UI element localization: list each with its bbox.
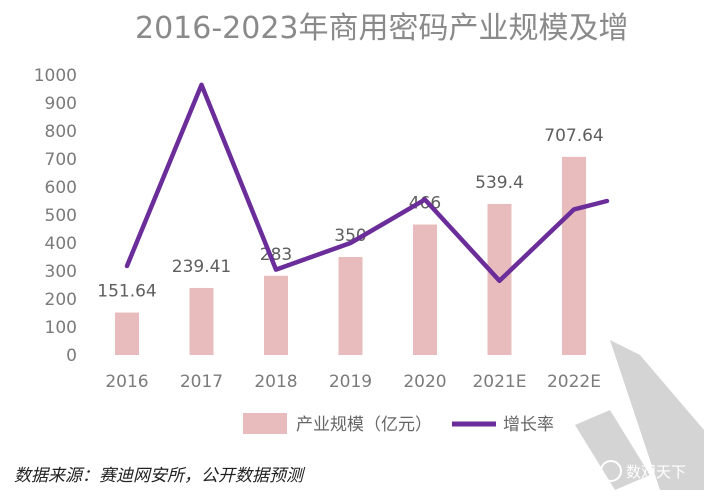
y-tick-label: 600 [45, 178, 77, 198]
x-tick-label: 2021E [472, 372, 526, 392]
bar-value-label: 707.64 [544, 126, 603, 146]
bar [264, 275, 288, 355]
bar-series [115, 156, 586, 355]
x-tick-label: 2022E [547, 372, 601, 392]
y-tick-label: 400 [45, 234, 77, 254]
legend: 产业规模（亿元） 增长率 [243, 413, 554, 435]
y-tick-label: 200 [45, 290, 77, 310]
x-tick-label: 2020 [403, 372, 446, 392]
x-axis: 2016 2017 2018 2019 2020 2021E 2022E [105, 372, 601, 392]
bar-value-label: 539.4 [475, 173, 524, 193]
growth-rate-series [124, 82, 610, 284]
watermark: 数观天下 [600, 460, 686, 482]
x-tick-label: 2018 [254, 372, 297, 392]
legend-label-line: 增长率 [503, 415, 554, 435]
growth-rate-line [124, 82, 610, 284]
x-tick-label: 2017 [180, 372, 223, 392]
legend-swatch-bars [243, 413, 287, 434]
bar-value-label: 239.41 [172, 257, 231, 277]
bar-value-label: 283 [260, 245, 292, 265]
bar [189, 287, 214, 355]
bar [115, 312, 139, 355]
y-tick-label: 900 [45, 94, 77, 114]
bar-value-label: 350 [334, 226, 366, 246]
y-tick-label: 800 [45, 122, 77, 142]
y-tick-label: 100 [45, 318, 77, 338]
bar-value-label: 151.64 [97, 282, 156, 302]
source-note: 数据来源：赛迪网安所，公开数据预测 [14, 466, 306, 486]
y-tick-label: 0 [66, 346, 77, 366]
y-tick-label: 700 [45, 150, 77, 170]
x-tick-label: 2016 [105, 372, 148, 392]
wechat-icon [600, 460, 622, 482]
watermark-text: 数观天下 [626, 463, 686, 481]
y-axis: 0 100 200 300 400 500 600 700 800 900 1000 [34, 66, 77, 366]
chart-title: 2016-2023年商用密码产业规模及增 [135, 11, 629, 46]
bar [413, 224, 437, 355]
y-tick-label: 500 [45, 206, 77, 226]
legend-label-bars: 产业规模（亿元） [296, 415, 432, 435]
decorative-shading-lower [575, 410, 650, 490]
bar [338, 257, 363, 355]
x-tick-label: 2019 [329, 372, 372, 392]
y-tick-label: 300 [45, 262, 77, 282]
decorative-shading [610, 340, 704, 490]
bar [562, 156, 586, 355]
y-tick-label: 1000 [34, 66, 77, 86]
